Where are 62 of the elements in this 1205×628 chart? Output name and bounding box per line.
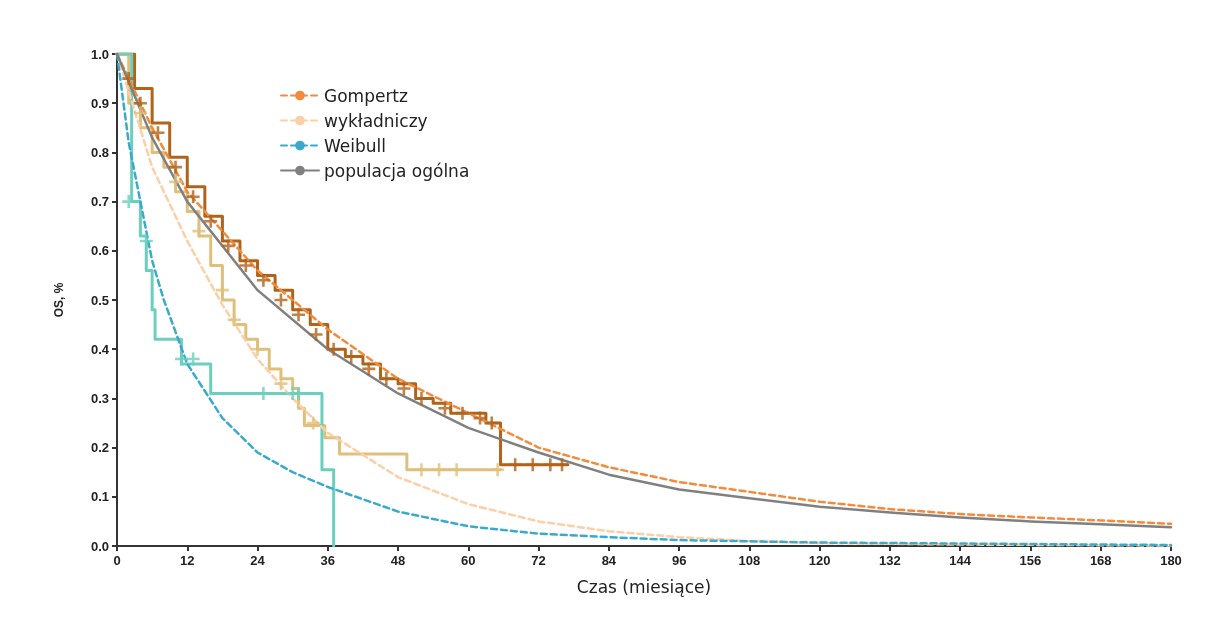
y-tick-label: 1.0 <box>90 46 109 62</box>
x-tick-label: 156 <box>1019 553 1042 568</box>
legend-label: populacja ogólna <box>324 160 470 181</box>
point <box>139 234 153 248</box>
x-tick-label: 132 <box>879 553 901 568</box>
x-tick-label: 60 <box>461 553 476 568</box>
legend-label: Gompertz <box>324 85 409 106</box>
point <box>256 273 270 287</box>
x-tick-label: 48 <box>390 553 406 568</box>
y-tick-label: 0.8 <box>90 144 109 160</box>
point <box>169 160 183 174</box>
point <box>397 382 411 396</box>
y-tick-label: 0.3 <box>90 390 109 406</box>
y-axis-title: OS, % <box>52 282 66 318</box>
point <box>274 377 288 391</box>
point <box>491 463 505 477</box>
point <box>239 259 253 273</box>
x-tick-label: 12 <box>180 553 195 568</box>
point <box>327 342 341 356</box>
x-tick-label: 108 <box>738 553 761 568</box>
y-tick-label: 0.6 <box>90 243 109 259</box>
point <box>414 463 428 477</box>
point <box>450 463 464 477</box>
point <box>122 72 136 86</box>
point <box>526 458 540 472</box>
x-tick-label: 120 <box>808 553 831 568</box>
point <box>485 416 499 430</box>
x-tick-label: 24 <box>250 553 266 568</box>
point <box>379 372 393 386</box>
x-tick-label: 36 <box>320 553 336 568</box>
point <box>186 190 200 204</box>
x-tick-label: 180 <box>1160 553 1182 568</box>
x-tick-label: 96 <box>671 553 687 568</box>
y-tick-label: 0.0 <box>90 538 109 554</box>
y-tick-label: 0.2 <box>90 440 109 456</box>
point <box>292 308 306 322</box>
point <box>151 126 165 140</box>
point <box>455 406 469 420</box>
point <box>215 283 229 297</box>
y-tick-label: 0.4 <box>90 341 110 357</box>
x-tick-label: 168 <box>1089 553 1112 568</box>
point <box>204 214 218 228</box>
point <box>432 463 446 477</box>
y-tick-label: 0.1 <box>90 489 109 505</box>
y-tick-label: 0.9 <box>90 95 109 111</box>
x-tick-label: 72 <box>531 553 546 568</box>
point <box>438 401 452 415</box>
point <box>221 239 235 253</box>
point <box>543 458 557 472</box>
x-tick-label: 84 <box>601 553 617 568</box>
y-tick-label: 0.5 <box>90 292 109 308</box>
x-tick-label: 0 <box>113 553 121 568</box>
y-tick-label: 0.7 <box>90 194 109 210</box>
x-axis-title: Czas (miesiące) <box>576 576 712 597</box>
point <box>362 362 376 376</box>
x-tick-label: 144 <box>949 553 972 568</box>
legend-label: Weibull <box>324 135 387 156</box>
legend-label: wykładniczy <box>324 110 428 131</box>
point <box>174 352 188 366</box>
point <box>309 327 323 341</box>
point <box>133 106 147 120</box>
point <box>227 313 241 327</box>
